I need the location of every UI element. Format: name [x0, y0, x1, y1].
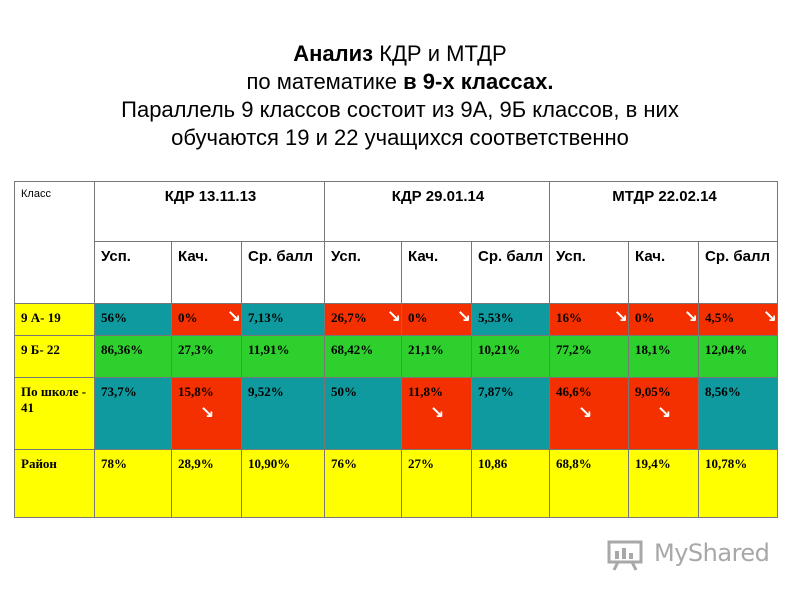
- table-cell: 21,1%: [401, 335, 472, 378]
- table-cell: 77,2%: [549, 335, 629, 378]
- subheader: Ср. балл: [471, 241, 550, 304]
- title-line-4: обучаются 19 и 22 учащихся соответственн…: [171, 125, 629, 150]
- down-right-arrow-icon: ↘: [657, 403, 672, 423]
- table-row: 9 А- 19 56% 0% ↘ 7,13% 26,7% ↘ 0% ↘ 5,53% 1…: [14, 303, 778, 336]
- row-label: 9 Б- 22: [14, 335, 95, 378]
- table-cell: 76%: [324, 449, 402, 518]
- table-cell: 0% ↘: [628, 303, 699, 336]
- table-cell: 68,42%: [324, 335, 402, 378]
- table-cell: 15,8% ↘: [171, 377, 242, 450]
- group-header: КДР 13.11.13: [94, 181, 325, 242]
- group-header: МТДР 22.02.14: [549, 181, 778, 242]
- table-cell: 78%: [94, 449, 172, 518]
- presentation-board-icon: [607, 540, 643, 571]
- table-cell: 11,8% ↘: [401, 377, 472, 450]
- down-right-arrow-icon: ↘: [613, 307, 628, 327]
- table-cell: 18,1%: [628, 335, 699, 378]
- table-cell: 10,78%: [698, 449, 778, 518]
- subheader: Усп.: [324, 241, 402, 304]
- table-cell: 0% ↘: [401, 303, 472, 336]
- down-right-arrow-icon: ↘: [578, 403, 593, 423]
- title-line-1: Анализ КДР и МТДР: [293, 41, 507, 66]
- down-right-arrow-icon: ↘: [456, 307, 471, 327]
- subheader: Усп.: [549, 241, 629, 304]
- subheader: Кач.: [628, 241, 699, 304]
- table-cell: 27,3%: [171, 335, 242, 378]
- group-header: КДР 29.01.14: [324, 181, 550, 242]
- down-right-arrow-icon: ↘: [226, 307, 241, 327]
- slide-title: Анализ КДР и МТДР по математике в 9-х кл…: [0, 40, 800, 152]
- down-right-arrow-icon: ↘: [683, 307, 698, 327]
- table-cell: 27%: [401, 449, 472, 518]
- table-cell: 50%: [324, 377, 402, 450]
- table-cell: 4,5% ↘: [698, 303, 778, 336]
- table-cell: 26,7% ↘: [324, 303, 402, 336]
- table-cell: 46,6% ↘: [549, 377, 629, 450]
- subheader: Усп.: [94, 241, 172, 304]
- table-row: По школе - 41 73,7% 15,8% ↘ 9,52% 50% 11,…: [14, 377, 778, 450]
- table-cell: 73,7%: [94, 377, 172, 450]
- down-right-arrow-icon: ↘: [386, 307, 401, 327]
- subheader: Кач.: [401, 241, 472, 304]
- table-cell: 7,87%: [471, 377, 550, 450]
- table-cell: 0% ↘: [171, 303, 242, 336]
- table-cell: 10,86: [471, 449, 550, 518]
- subheader: Ср. балл: [698, 241, 778, 304]
- row-label: По школе - 41: [14, 377, 95, 450]
- subheader: Ср. балл: [241, 241, 325, 304]
- row-label: 9 А- 19: [14, 303, 95, 336]
- down-right-arrow-icon: ↘: [762, 307, 777, 327]
- row-label: Район: [14, 449, 95, 518]
- group-header-row: Класс КДР 13.11.13 КДР 29.01.14 МТДР 22.…: [14, 181, 778, 304]
- table-cell: 10,90%: [241, 449, 325, 518]
- table-cell: 56%: [94, 303, 172, 336]
- down-right-arrow-icon: ↘: [200, 403, 215, 423]
- table-cell: 68,8%: [549, 449, 629, 518]
- table-cell: 9,52%: [241, 377, 325, 450]
- table-cell: 10,21%: [471, 335, 550, 378]
- table-row: 9 Б- 22 86,36% 27,3% 11,91% 68,42% 21,1%…: [14, 335, 778, 378]
- results-table: Класс КДР 13.11.13 КДР 29.01.14 МТДР 22.…: [14, 181, 778, 518]
- table-cell: 19,4%: [628, 449, 699, 518]
- table-cell: 16% ↘: [549, 303, 629, 336]
- title-line-3: Параллель 9 классов состоит из 9А, 9Б кл…: [121, 97, 679, 122]
- table-cell: 28,9%: [171, 449, 242, 518]
- table-cell: 11,91%: [241, 335, 325, 378]
- klass-header: Класс: [14, 181, 95, 304]
- table-cell: 8,56%: [698, 377, 778, 450]
- subheader: Кач.: [171, 241, 242, 304]
- table-cell: 86,36%: [94, 335, 172, 378]
- table-row: Район 78% 28,9% 10,90% 76% 27% 10,86 68,…: [14, 449, 778, 518]
- table-cell: 5,53%: [471, 303, 550, 336]
- title-line-2: по математике в 9-х классах.: [246, 69, 554, 94]
- table-cell: 12,04%: [698, 335, 778, 378]
- table-cell: 9,05% ↘: [628, 377, 699, 450]
- down-right-arrow-icon: ↘: [430, 403, 445, 423]
- watermark-text: MyShared: [654, 539, 770, 567]
- subheader-row: Усп. Кач. Ср. балл Усп. Кач. Ср. балл Ус…: [15, 241, 778, 304]
- watermark-logo: MyShared: [606, 539, 770, 571]
- table-cell: 7,13%: [241, 303, 325, 336]
